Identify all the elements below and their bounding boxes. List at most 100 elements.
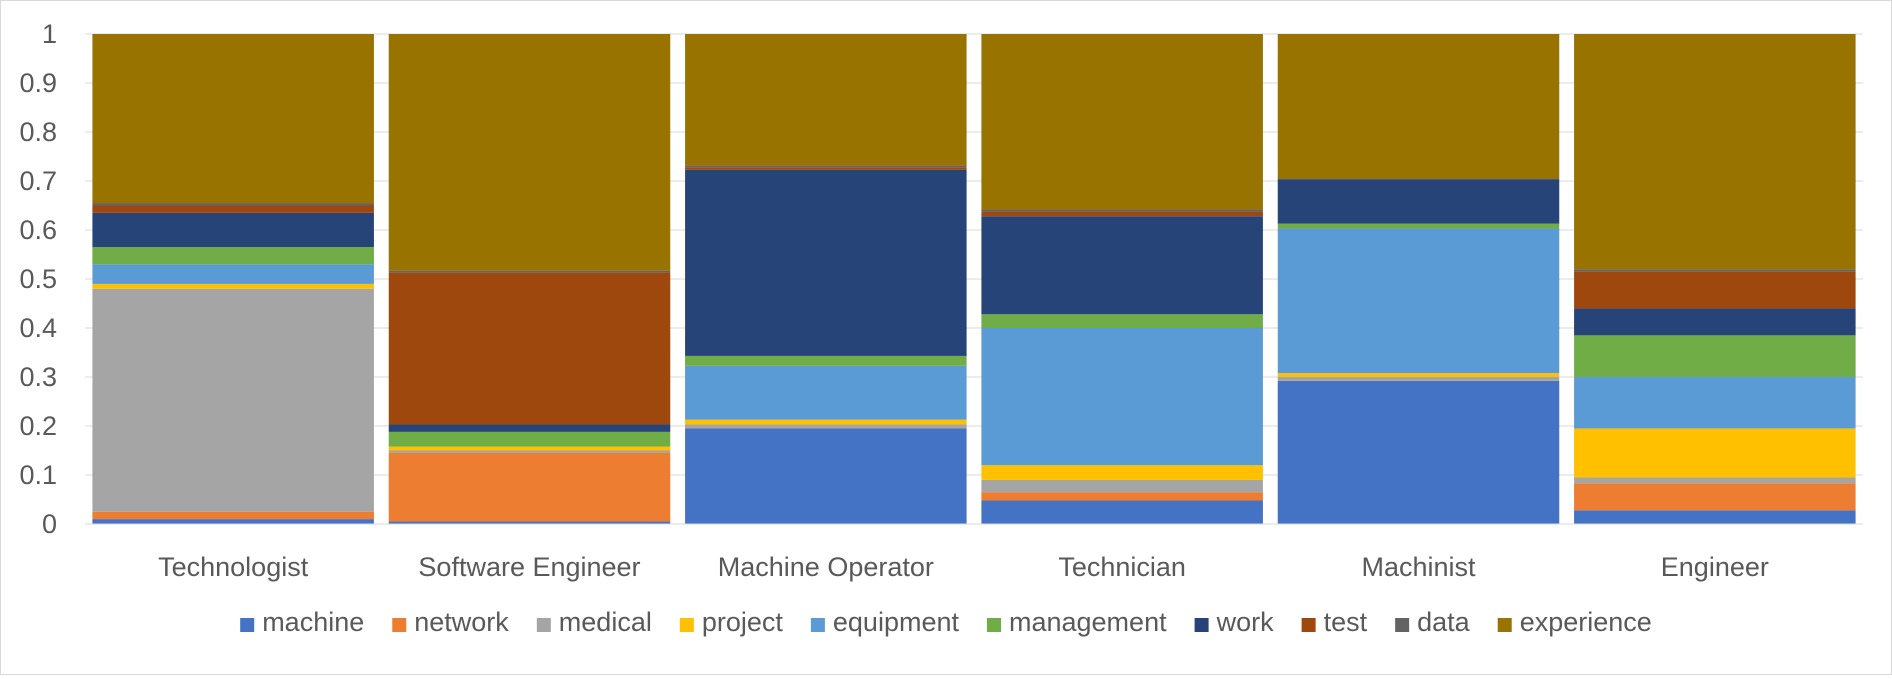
legend-swatch bbox=[392, 618, 407, 632]
y-tick-label: 0.5 bbox=[19, 264, 57, 294]
x-tick-label: Technologist bbox=[158, 552, 309, 582]
bar-stack bbox=[981, 34, 1263, 524]
y-tick-label: 0.4 bbox=[19, 313, 57, 343]
legend-swatch bbox=[1301, 618, 1316, 632]
bar-segment-test bbox=[388, 272, 671, 425]
bar-segment-network bbox=[1574, 483, 1856, 511]
bar-segment-network bbox=[92, 511, 374, 520]
y-tick-label: 0.1 bbox=[19, 460, 57, 490]
legend-label: experience bbox=[1520, 607, 1652, 637]
bar-segment-data bbox=[92, 203, 374, 206]
bar-segment-experience bbox=[388, 34, 671, 271]
y-tick-label: 1 bbox=[42, 19, 57, 49]
bar-stack bbox=[685, 34, 967, 524]
bar-segment-work bbox=[1574, 308, 1856, 336]
bar-segment-data bbox=[685, 165, 967, 168]
bar-segment-test bbox=[981, 211, 1263, 217]
legend-swatch bbox=[810, 618, 825, 632]
bar-segment-experience bbox=[92, 34, 374, 204]
bar-segment-equipment bbox=[685, 365, 967, 420]
bar-segment-machine bbox=[1277, 380, 1560, 524]
legend-swatch bbox=[240, 618, 255, 632]
bar-segment-machine bbox=[92, 519, 374, 524]
legend-label: data bbox=[1417, 607, 1471, 637]
legend-swatch bbox=[1497, 618, 1512, 632]
bar-segment-medical bbox=[92, 288, 374, 512]
bar-segment-management bbox=[92, 247, 374, 265]
legend-label: project bbox=[702, 607, 784, 637]
bar-segment-experience bbox=[1277, 34, 1560, 179]
bar-segment-experience bbox=[981, 34, 1263, 210]
bar-segment-management bbox=[981, 314, 1263, 328]
bar-segment-management bbox=[685, 355, 967, 366]
y-tick-label: 0.2 bbox=[19, 411, 57, 441]
bar-segment-project bbox=[1574, 428, 1856, 478]
legend-swatch bbox=[986, 618, 1001, 632]
legend-label: equipment bbox=[833, 607, 960, 637]
bar-segment-work bbox=[388, 424, 671, 432]
bar-segment-work bbox=[1277, 179, 1560, 224]
bar-segment-project bbox=[388, 446, 671, 451]
bar-segment-experience bbox=[685, 34, 967, 166]
bar-segment-machine bbox=[388, 521, 671, 524]
bar-segment-project bbox=[685, 419, 967, 425]
bar-segment-network bbox=[981, 492, 1263, 501]
legend-item-machine: machine bbox=[240, 607, 364, 637]
y-tick-label: 0.3 bbox=[19, 362, 57, 392]
bar-segment-network bbox=[388, 452, 671, 522]
bar-segment-medical bbox=[685, 424, 967, 429]
bar-segment-medical bbox=[388, 450, 671, 453]
bar-segment-equipment bbox=[981, 328, 1263, 466]
legend: machine network medical project equipment man… bbox=[240, 607, 1652, 637]
bar-stack bbox=[92, 34, 374, 524]
legend-label: network bbox=[414, 607, 509, 637]
legend-swatch bbox=[1194, 618, 1209, 632]
bar-segment-management bbox=[388, 431, 671, 447]
legend-item-test: test bbox=[1301, 607, 1368, 637]
y-tick-label: 0.8 bbox=[19, 117, 57, 147]
bar-segment-experience bbox=[1574, 34, 1856, 270]
bars bbox=[92, 34, 1856, 524]
bar-segment-management bbox=[1574, 335, 1856, 377]
x-axis: Technologist Software Engineer Machine Ope… bbox=[85, 523, 1863, 582]
legend-item-project: project bbox=[679, 607, 784, 637]
legend-label: medical bbox=[559, 607, 652, 637]
legend-label: test bbox=[1324, 607, 1368, 637]
y-tick-label: 0.6 bbox=[19, 215, 57, 245]
y-axis: 0 0.1 0.2 0.3 0.4 0.5 0.6 0.7 0.8 0.9 1 bbox=[19, 19, 57, 539]
x-tick-label: Machinist bbox=[1361, 552, 1476, 582]
legend-item-equipment: equipment bbox=[810, 607, 960, 637]
bar-segment-data bbox=[981, 209, 1263, 212]
bar-segment-work bbox=[685, 169, 967, 356]
bar-segment-machine bbox=[981, 500, 1263, 524]
legend-swatch bbox=[536, 618, 551, 632]
bar-stack bbox=[1277, 34, 1560, 524]
bar-segment-medical bbox=[981, 479, 1263, 493]
x-tick-label: Technician bbox=[1058, 552, 1186, 582]
y-tick-label: 0 bbox=[42, 509, 57, 539]
bar-segment-medical bbox=[1574, 477, 1856, 484]
legend-item-work: work bbox=[1194, 607, 1274, 637]
bar-segment-test bbox=[92, 205, 374, 213]
bar-stack bbox=[388, 34, 671, 524]
bar-segment-work bbox=[92, 212, 374, 248]
x-tick-label: Machine Operator bbox=[718, 552, 934, 582]
y-tick-label: 0.7 bbox=[19, 166, 57, 196]
gridlines bbox=[85, 33, 1863, 525]
bar-segment-data bbox=[388, 270, 671, 273]
legend-item-data: data bbox=[1395, 607, 1471, 637]
bar-segment-test bbox=[685, 167, 967, 170]
x-tick-label: Engineer bbox=[1661, 552, 1769, 582]
bar-segment-project bbox=[1277, 373, 1560, 377]
bar-segment-medical bbox=[1277, 377, 1560, 381]
bar-segment-data bbox=[1574, 269, 1856, 272]
legend-swatch bbox=[1395, 618, 1410, 632]
bar-segment-equipment bbox=[1277, 228, 1560, 374]
bar-segment-machine bbox=[1574, 510, 1856, 524]
bar-segment-project bbox=[92, 283, 374, 289]
bar-segment-equipment bbox=[92, 264, 374, 284]
bar-segment-equipment bbox=[1574, 377, 1856, 429]
bar-segment-project bbox=[981, 465, 1263, 480]
legend-label: management bbox=[1009, 607, 1167, 637]
